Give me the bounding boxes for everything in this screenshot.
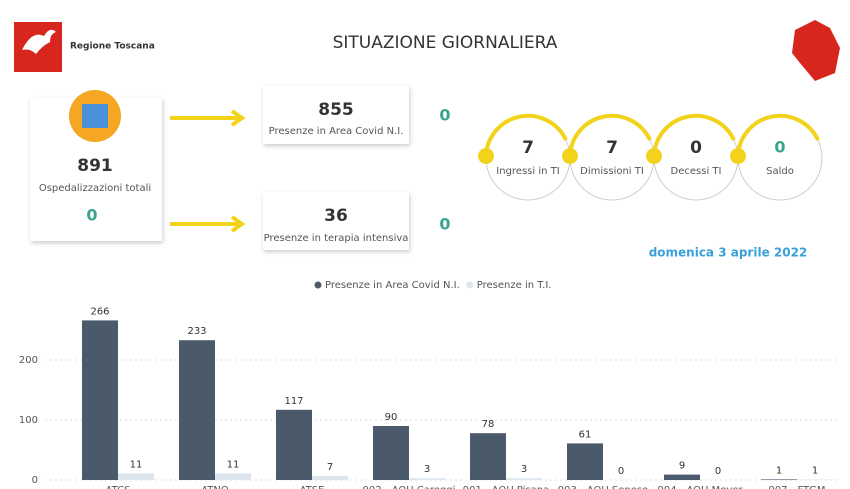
data-label: 90 — [385, 412, 398, 423]
data-label: 3 — [521, 464, 527, 475]
x-tick-label: 904 - AOU Meyer — [657, 485, 743, 489]
logo-icon — [22, 29, 56, 54]
y-tick-label: 200 — [19, 355, 38, 366]
arrow — [170, 109, 246, 127]
data-label: 11 — [227, 459, 240, 470]
data-label: 7 — [327, 462, 333, 473]
arrow — [170, 215, 246, 233]
data-label: 233 — [187, 326, 206, 337]
flow-value: 7 — [522, 138, 534, 158]
data-label: 266 — [90, 306, 109, 317]
flow-label: Decessi TI — [671, 166, 722, 177]
bar — [761, 479, 797, 480]
total-value: 891 — [77, 156, 113, 176]
flow-dot — [730, 148, 746, 164]
bar — [409, 478, 445, 480]
card-value: 36 — [324, 206, 348, 226]
bar — [506, 478, 542, 480]
data-label: 0 — [715, 466, 721, 477]
flow-value: 0 — [774, 138, 785, 157]
flow-arrow — [568, 113, 652, 157]
flow-label: Ingressi in TI — [496, 166, 559, 177]
bar — [312, 475, 348, 480]
data-label: 117 — [284, 396, 303, 407]
flow-dot — [478, 148, 494, 164]
legend-swatch — [314, 281, 322, 289]
card — [263, 192, 409, 250]
bar — [567, 443, 603, 480]
x-tick-label: 903 - AOU Senese — [558, 485, 648, 489]
icu-flow: 7 Ingressi in TI 7 Dimissioni TI 0 Decessi TI… — [478, 113, 823, 201]
bar — [118, 473, 154, 480]
brand: Regione Toscana — [70, 42, 155, 52]
date: domenica 3 aprile 2022 — [649, 246, 808, 260]
flow-arrow — [652, 113, 736, 157]
data-label: 3 — [424, 464, 430, 475]
card-label: Presenze in Area Covid N.I. — [269, 126, 404, 137]
data-label: 11 — [130, 459, 143, 470]
flow-arrow — [484, 113, 568, 157]
data-label: 1 — [812, 465, 818, 476]
data-label: 0 — [618, 466, 624, 477]
bar — [470, 433, 506, 480]
bar — [797, 479, 833, 480]
y-tick-label: 0 — [32, 475, 38, 486]
x-tick-label: 901 - AOU Pisana — [463, 485, 549, 489]
flow-arrow — [736, 113, 820, 157]
total-change: 0 — [86, 206, 97, 225]
bar — [664, 474, 700, 480]
card-label: Presenze in terapia intensiva — [264, 233, 409, 244]
flow-label: Saldo — [766, 166, 794, 177]
x-tick-label: 907 - FTGM — [768, 485, 825, 489]
data-label: 61 — [579, 429, 592, 440]
x-tick-label: 902 - AOU Careggi — [363, 485, 456, 489]
x-tick-label: ATSE — [300, 485, 325, 489]
y-tick-label: 100 — [19, 415, 38, 426]
hospital-icon — [82, 104, 108, 128]
legend-label: Presenze in Area Covid N.I. — [325, 280, 460, 291]
card-change: 0 — [439, 106, 450, 125]
x-tick-label: ATCS — [106, 485, 131, 489]
flow-dot — [646, 148, 662, 164]
card-change: 0 — [439, 215, 450, 234]
bar — [373, 426, 409, 480]
data-label: 1 — [776, 465, 782, 476]
flow-dot — [562, 148, 578, 164]
region-map — [792, 20, 840, 81]
flow-label: Dimissioni TI — [580, 166, 644, 177]
flow-value: 0 — [690, 138, 702, 158]
card-value: 855 — [318, 100, 354, 120]
data-label: 9 — [679, 461, 685, 472]
flow-value: 7 — [606, 138, 618, 158]
title: SITUAZIONE GIORNALIERA — [333, 33, 558, 53]
card — [263, 86, 409, 144]
legend-label: Presenze in T.I. — [477, 280, 552, 291]
bar — [179, 340, 215, 480]
legend-swatch — [466, 281, 474, 289]
data-label: 78 — [482, 419, 495, 430]
x-tick-label: ATNO — [201, 485, 229, 489]
bar — [276, 409, 312, 480]
total-label: Ospedalizzazioni totali — [39, 183, 151, 194]
bar — [215, 473, 251, 480]
bar — [82, 320, 118, 480]
